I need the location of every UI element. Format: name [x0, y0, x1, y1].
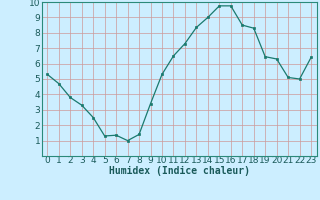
X-axis label: Humidex (Indice chaleur): Humidex (Indice chaleur)	[109, 166, 250, 176]
